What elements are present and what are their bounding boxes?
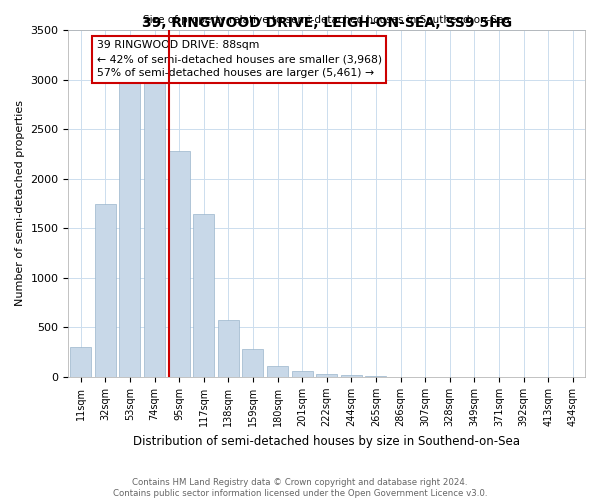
Bar bbox=[316, 374, 337, 377]
Bar bbox=[144, 74, 165, 377]
Bar bbox=[70, 346, 91, 377]
Title: 39, RINGWOOD DRIVE, LEIGH-ON-SEA, SS9 5HG: 39, RINGWOOD DRIVE, LEIGH-ON-SEA, SS9 5H… bbox=[142, 16, 512, 30]
Bar bbox=[119, 80, 140, 377]
Bar bbox=[267, 366, 288, 377]
Bar bbox=[242, 349, 263, 377]
Bar bbox=[169, 151, 190, 377]
Text: Contains HM Land Registry data © Crown copyright and database right 2024.
Contai: Contains HM Land Registry data © Crown c… bbox=[113, 478, 487, 498]
Bar bbox=[292, 371, 313, 377]
Bar bbox=[341, 376, 362, 377]
Text: 39 RINGWOOD DRIVE: 88sqm
← 42% of semi-detached houses are smaller (3,968)
57% o: 39 RINGWOOD DRIVE: 88sqm ← 42% of semi-d… bbox=[97, 40, 382, 78]
Text: Size of property relative to semi-detached houses in Southend-on-Sea: Size of property relative to semi-detach… bbox=[143, 16, 510, 26]
Bar bbox=[218, 320, 239, 377]
Bar bbox=[95, 204, 116, 377]
Y-axis label: Number of semi-detached properties: Number of semi-detached properties bbox=[15, 100, 25, 306]
X-axis label: Distribution of semi-detached houses by size in Southend-on-Sea: Distribution of semi-detached houses by … bbox=[133, 434, 520, 448]
Bar bbox=[193, 214, 214, 377]
Bar bbox=[365, 376, 386, 377]
